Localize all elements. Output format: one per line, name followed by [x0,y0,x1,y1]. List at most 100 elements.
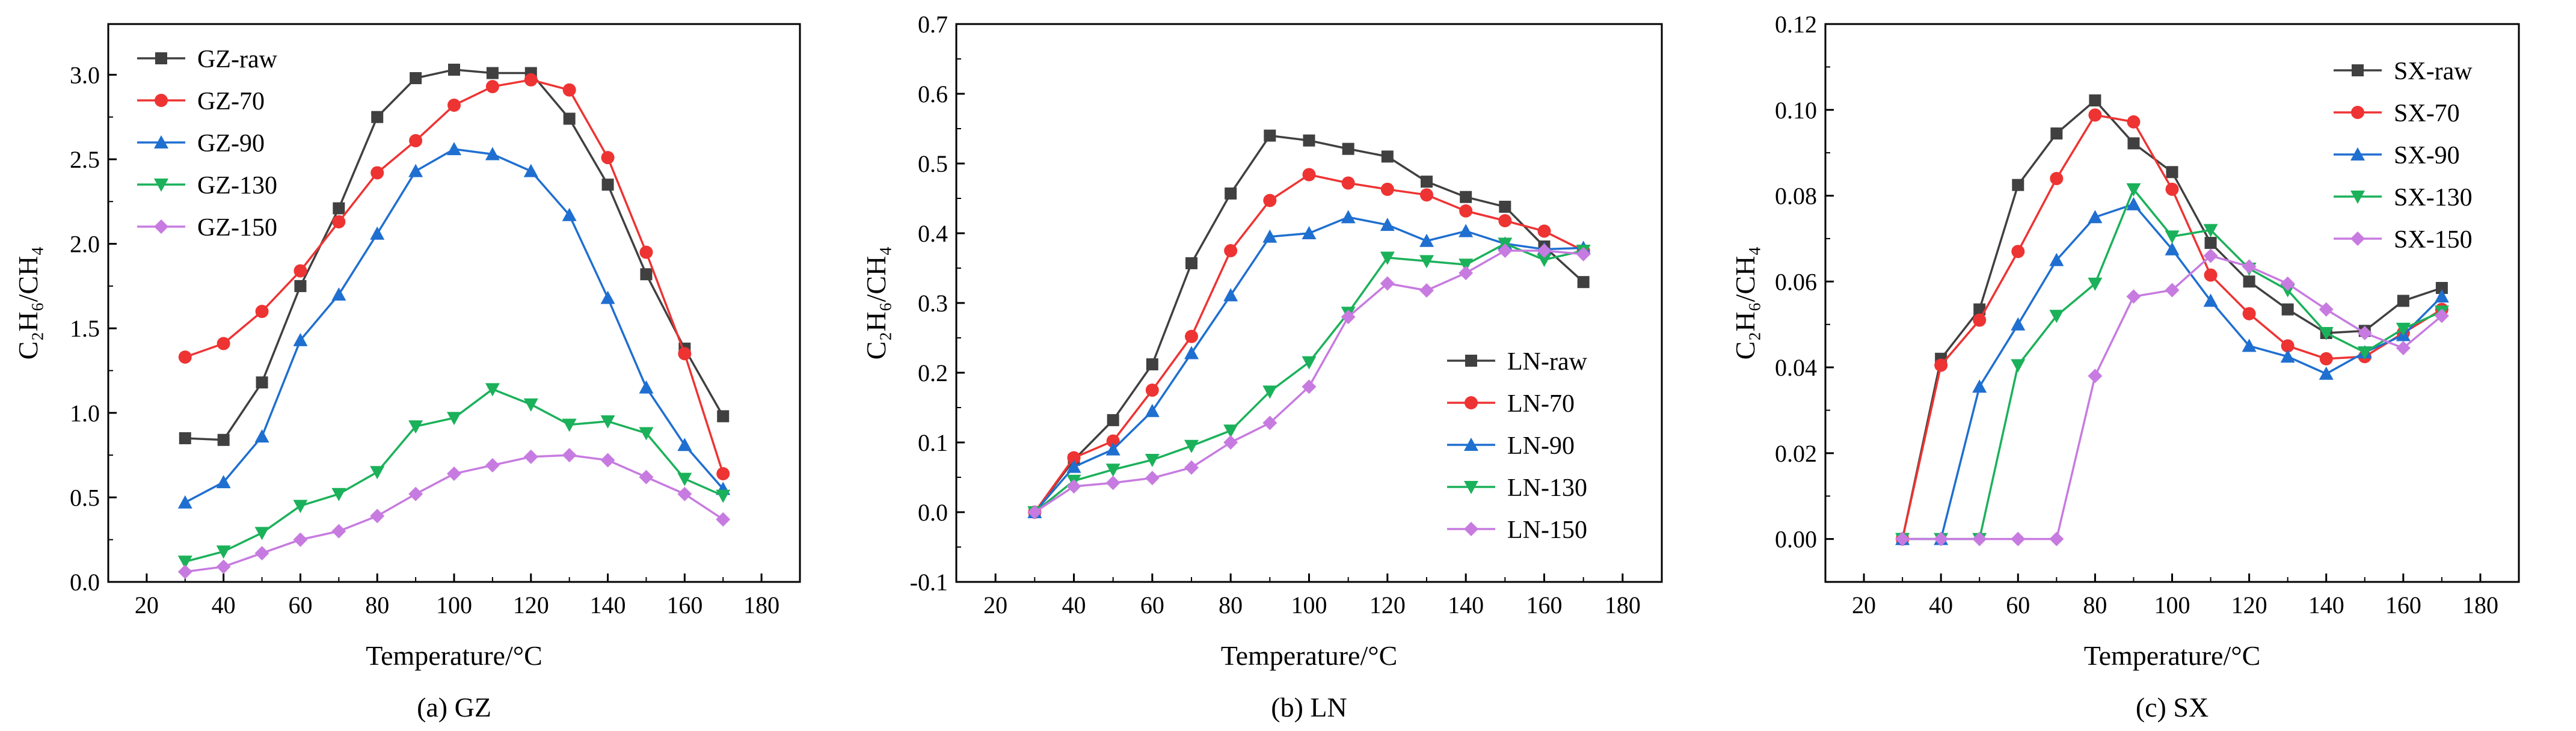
data-point [486,67,499,79]
x-tick-label: 140 [2308,592,2344,619]
data-point [716,512,731,527]
data-point [2012,179,2024,191]
data-point [2357,325,2372,340]
data-point [1302,226,1317,239]
chart-panel-2: 20 40 60 80 100 120 140 160 180 -0.1 0.0 0.1 0.2 0.3 0… [861,11,1663,723]
data-point [600,453,615,468]
legend-marker [154,179,168,192]
chart-panel-1: 20 40 60 80 100 120 140 160 180 0.0 0.5 1.0 1.5 2.0 2.… [13,23,801,723]
x-tick-label: 160 [2385,592,2421,619]
y-tick-label: 0.06 [1775,268,1817,295]
series-SX-150 [1895,248,2449,546]
y-tick-label: 0.5 [70,484,100,511]
data-point [177,564,192,580]
data-point [447,412,461,426]
data-point [1459,258,1474,272]
data-point [1973,303,1986,316]
panel-caption: (c) SX [2136,692,2209,723]
legend-marker [155,52,167,64]
data-point [1302,356,1317,370]
series-line [1034,242,1584,513]
data-point [2435,282,2448,295]
y-axis-label: C₂H₆/CH₄ [861,246,891,360]
y-tick-label: 0.3 [918,290,948,317]
data-point [1420,188,1433,202]
data-point [1459,204,1473,218]
x-tick-label: 120 [1369,592,1406,619]
data-point [523,164,538,177]
data-point [1262,229,1277,243]
legend-item: GZ-70 [137,88,265,115]
data-point [2049,531,2064,546]
data-point [1145,471,1160,486]
legend-item: SX-70 [2334,100,2460,127]
data-point [562,448,577,463]
x-tick-label: 80 [365,592,389,619]
legend-marker [2351,106,2364,119]
data-point [1380,251,1395,265]
data-point [2165,182,2179,196]
data-point [2049,252,2064,266]
data-point [2127,115,2141,129]
data-point [1419,283,1434,298]
x-tick-label: 160 [1526,592,1563,619]
data-point [1341,210,1356,224]
data-point [333,202,345,215]
data-point [408,486,423,501]
legend-item: SX-130 [2334,184,2473,212]
data-point [639,245,653,259]
data-point [1223,424,1238,438]
series-SX-raw [1896,94,2448,545]
data-point [485,457,500,473]
data-point [601,151,615,165]
data-point [1262,385,1277,399]
data-point [717,410,730,423]
data-point [1184,346,1199,359]
y-tick-label: 0.4 [918,220,948,247]
data-point [1341,310,1356,325]
data-point [2280,349,2295,363]
data-point [1105,463,1120,477]
data-point [1342,142,1354,155]
x-tick-label: 100 [1291,592,1327,619]
y-tick-label: 0.1 [918,429,948,456]
data-point [2203,248,2218,263]
data-point [1105,476,1120,491]
data-point [447,98,461,112]
legend: SX-raw SX-70 SX-90 SX-130 SX-150 [2334,58,2473,254]
data-point [1381,150,1394,163]
legend-item: SX-raw [2334,58,2473,85]
data-point [1972,531,1987,546]
series-LN-150 [1027,243,1591,519]
data-point [2204,268,2218,282]
data-point [601,179,614,191]
panel-caption: (a) GZ [417,692,491,723]
legend-marker [2352,64,2364,76]
series-GZ-150 [177,448,731,580]
data-point [1067,451,1081,465]
legend-marker [1465,355,1477,367]
data-point [2011,531,2026,546]
data-point [1145,384,1159,397]
y-tick-label: 1.5 [70,315,100,342]
data-point [2357,346,2372,360]
y-tick-label: 2.0 [70,231,100,258]
data-point [177,495,192,509]
legend-item: LN-90 [1447,432,1575,460]
data-point [1498,214,1512,228]
data-point [447,466,461,482]
legend-label: GZ-90 [197,130,265,158]
data-point [255,305,269,319]
data-point [1895,531,1910,546]
data-point [1576,246,1591,262]
y-tick-label: 0.08 [1775,183,1817,210]
data-point [523,449,538,464]
legend-item: GZ-150 [137,214,277,242]
data-point [293,332,308,346]
data-point [448,63,460,76]
data-point [1537,254,1552,268]
data-point [2243,275,2255,288]
data-point [1972,379,1987,393]
x-axis-label: Temperature/°C [1221,640,1398,671]
